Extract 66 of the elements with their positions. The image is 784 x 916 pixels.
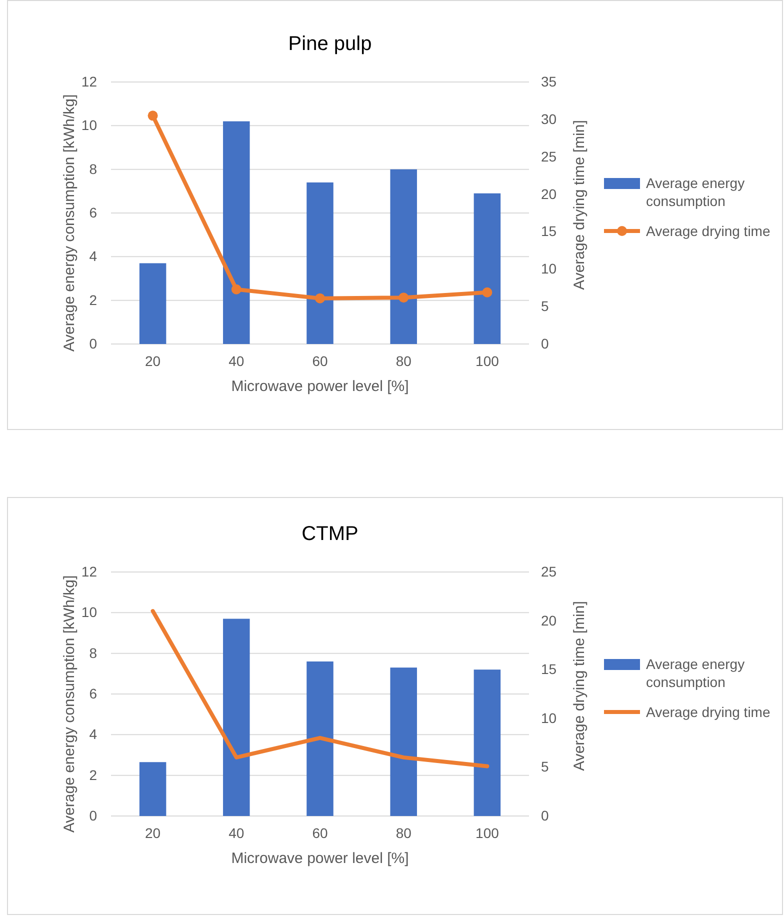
y2-axis-title: Average drying time [min]: [571, 120, 588, 290]
y2-tick-label: 10: [541, 260, 557, 277]
y2-tick-label: 0: [541, 807, 549, 824]
y-tick-label: 6: [89, 685, 98, 702]
y2-tick-label: 5: [541, 298, 549, 314]
y-tick-label: 10: [81, 604, 98, 620]
bar: [474, 193, 501, 344]
y-axis-title: Average energy consumption [kWh/kg]: [61, 94, 78, 352]
y-tick-label: 4: [89, 248, 98, 264]
point: [148, 110, 158, 121]
y-tick-label: 0: [89, 335, 98, 352]
x-tick-label: 80: [396, 824, 412, 841]
bar: [139, 762, 166, 816]
y-tick-label: 0: [89, 807, 98, 824]
y2-tick-label: 25: [541, 148, 557, 164]
x-tick-label: 100: [476, 352, 500, 369]
y2-tick-label: 5: [541, 758, 549, 775]
bar: [306, 661, 334, 816]
y-tick-label: 10: [81, 117, 98, 134]
y2-tick-label: 15: [541, 661, 557, 678]
point: [482, 287, 492, 298]
x-axis-title: Microwave power level [%]: [231, 850, 409, 867]
y2-tick-label: 10: [541, 710, 557, 726]
y2-tick-label: 25: [541, 563, 557, 580]
bar: [223, 121, 250, 344]
y-axis-title: Average energy consumption [kWh/kg]: [61, 575, 78, 833]
x-tick-label: 100: [476, 824, 500, 841]
x-tick-label: 60: [312, 352, 328, 369]
y-tick-label: 8: [89, 644, 98, 661]
legend-label: Average energy consumption: [646, 656, 745, 690]
bar: [474, 670, 501, 816]
x-tick-label: 40: [228, 824, 244, 841]
y2-axis-title: Average drying time [min]: [571, 601, 588, 771]
y-tick-label: 6: [89, 204, 98, 220]
y-tick-label: 2: [89, 766, 98, 783]
x-tick-label: 40: [228, 352, 244, 369]
x-tick-label: 80: [396, 352, 412, 369]
y2-tick-label: 20: [541, 612, 557, 628]
x-tick-label: 60: [312, 824, 328, 841]
y-tick-label: 8: [89, 160, 98, 177]
bar: [390, 169, 417, 344]
y-tick-label: 12: [81, 563, 98, 580]
point: [231, 284, 242, 294]
point: [315, 293, 325, 304]
legend-label: Average drying time: [646, 223, 770, 239]
line-series: [150, 609, 490, 768]
y-tick-label: 4: [89, 726, 98, 742]
legend-label: Average energy consumption: [646, 175, 745, 209]
y2-tick-label: 30: [541, 110, 557, 127]
x-tick-label: 20: [145, 824, 161, 841]
chart-title: CTMP: [302, 523, 358, 545]
legend-label: Average drying time: [646, 704, 770, 720]
y-tick-label: 2: [89, 292, 98, 308]
y2-tick-label: 0: [541, 335, 549, 352]
point: [398, 292, 409, 303]
y2-tick-label: 15: [541, 223, 557, 240]
bar: [223, 618, 250, 816]
bar: [390, 668, 417, 816]
x-axis-title: Microwave power level [%]: [231, 378, 409, 395]
y2-tick-label: 35: [541, 73, 557, 90]
x-tick-label: 20: [145, 352, 161, 369]
bar: [139, 263, 166, 344]
y-tick-label: 12: [81, 73, 98, 90]
y2-tick-label: 20: [541, 186, 557, 202]
bar: [306, 182, 334, 344]
chart-title: Pine pulp: [288, 33, 372, 55]
